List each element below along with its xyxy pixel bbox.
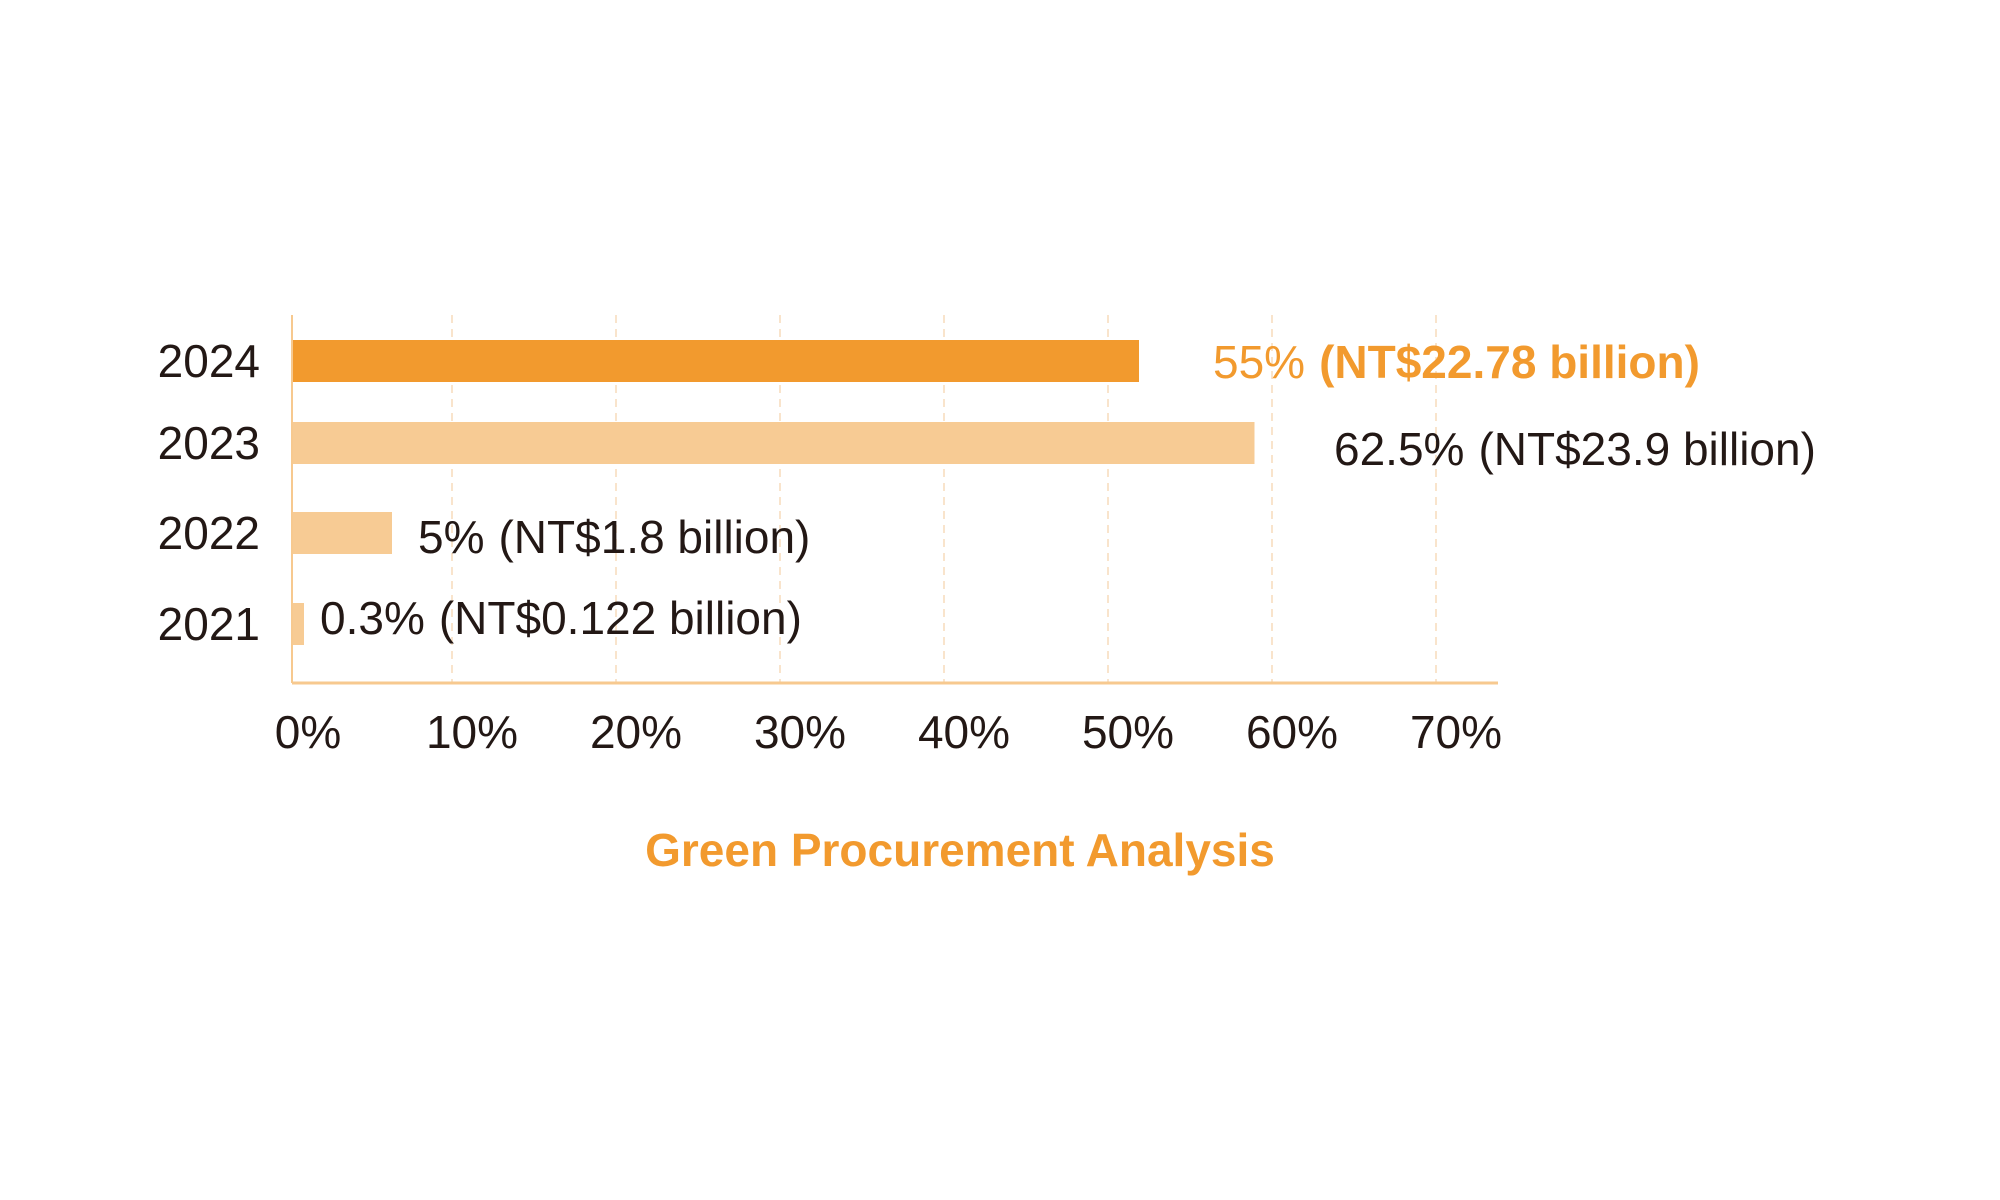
y-tick-label: 2024	[158, 335, 260, 387]
data-label-2022: 5% (NT$1.8 billion)	[418, 511, 810, 563]
bars	[292, 340, 1255, 645]
y-tick-label: 2021	[158, 598, 260, 650]
data-label-percent: 5%	[418, 511, 484, 563]
data-label-2024: 55% (NT$22.78 billion)	[1213, 336, 1700, 388]
data-label-2021: 0.3% (NT$0.122 billion)	[320, 592, 802, 644]
data-label-amount: (NT$0.122 billion)	[439, 592, 802, 644]
bar-2023	[292, 422, 1255, 464]
x-tick-label: 30%	[754, 706, 846, 758]
bar-2021	[292, 603, 304, 645]
x-tick-label: 70%	[1410, 706, 1502, 758]
bar-2022	[292, 512, 392, 554]
chart-title: Green Procurement Analysis	[645, 824, 1275, 876]
data-label-2023: 62.5% (NT$23.9 billion)	[1334, 423, 1816, 475]
x-tick-label: 10%	[426, 706, 518, 758]
data-label-amount: (NT$22.78 billion)	[1319, 336, 1700, 388]
axes	[291, 315, 1498, 685]
x-tick-label: 0%	[275, 706, 341, 758]
data-label-amount: (NT$23.9 billion)	[1478, 423, 1815, 475]
bar-2024	[292, 340, 1139, 382]
data-label-percent: 55%	[1213, 336, 1305, 388]
x-tick-labels: 0% 10% 20% 30% 40% 50% 60% 70%	[275, 706, 1502, 758]
y-tick-label: 2022	[158, 507, 260, 559]
data-label-percent: 0.3%	[320, 592, 425, 644]
x-tick-label: 50%	[1082, 706, 1174, 758]
y-tick-label: 2023	[158, 417, 260, 469]
y-tick-labels: 2024 2023 2022 2021	[158, 335, 260, 650]
x-tick-label: 20%	[590, 706, 682, 758]
x-tick-label: 60%	[1246, 706, 1338, 758]
x-tick-label: 40%	[918, 706, 1010, 758]
data-labels: 55% (NT$22.78 billion) 62.5% (NT$23.9 billi…	[320, 336, 1816, 644]
data-label-amount: (NT$1.8 billion)	[498, 511, 810, 563]
data-label-percent: 62.5%	[1334, 423, 1464, 475]
